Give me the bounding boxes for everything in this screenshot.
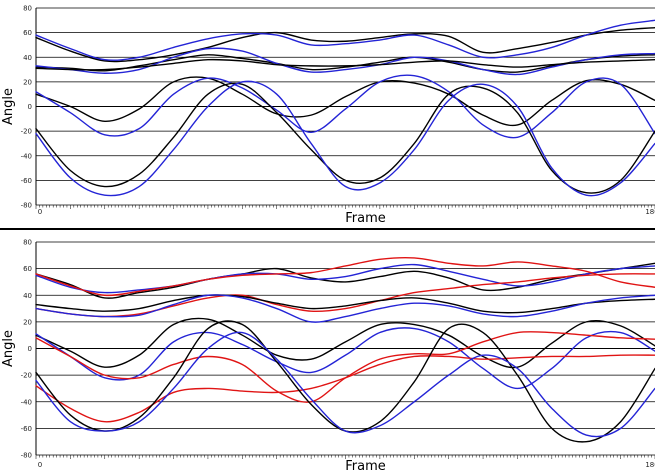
series-line-black-7	[35, 317, 655, 369]
chart-panel-1: 80 60 40 20 0 -20 -40 -60 -80 0 180 Frame Angle	[1, 5, 655, 226]
series-line-black-8	[35, 82, 655, 194]
y-tick-label: 0	[28, 345, 32, 353]
y-tick-label: 20	[23, 318, 32, 326]
x-tick-label-end: 180	[645, 208, 655, 216]
x-tick-label-start: 0	[38, 461, 42, 469]
y-tick-label: 60	[23, 265, 32, 273]
y-axis-title: Angle	[1, 88, 16, 125]
series-line-blue-4	[35, 47, 655, 76]
x-axis-title: Frame	[345, 459, 386, 473]
y-tick-label: -80	[21, 452, 32, 460]
y-tick-label: 0	[28, 103, 32, 111]
chart-panel-2: 80 60 40 20 0 -20 -40 -60 -80 0 180 Frame Angle	[1, 239, 655, 473]
series-line-black-11	[35, 320, 655, 443]
series-line-blue-2	[35, 263, 655, 294]
series-line-black-5	[35, 58, 655, 71]
y-tick-label: -20	[21, 128, 32, 136]
series-line-blue-6	[35, 294, 655, 323]
series-line-blue-8	[35, 327, 655, 390]
y-tick-label: 60	[23, 29, 32, 37]
y-tick-label: 40	[23, 292, 32, 300]
series-line-red-3	[35, 257, 655, 297]
y-tick-label: 80	[23, 239, 32, 247]
series-line-blue-12	[35, 331, 655, 438]
series-line-black-1	[35, 27, 655, 63]
x-tick-label-end: 180	[645, 461, 655, 469]
series-line-red-4	[35, 273, 655, 318]
y-tick-label: -40	[21, 398, 32, 406]
series-line-blue-9	[35, 80, 655, 197]
x-tick-label-start: 0	[38, 208, 42, 216]
x-axis-title: Frame	[345, 211, 386, 226]
y-tick-label: 80	[23, 5, 32, 13]
y-tick-label: -20	[21, 372, 32, 380]
series-line-red-10	[35, 354, 655, 423]
y-tick-label: -80	[21, 202, 32, 210]
series-line-black-3	[35, 54, 655, 73]
series-line-blue-7	[35, 74, 655, 139]
y-tick-label: 40	[23, 54, 32, 62]
y-tick-label: -40	[21, 152, 32, 160]
series-line-blue-2	[35, 19, 655, 61]
y-tick-label: -60	[21, 425, 32, 433]
series-line-black-6	[35, 76, 655, 127]
y-tick-label: 20	[23, 78, 32, 86]
series-line-black-1	[35, 262, 655, 299]
y-tick-label: -60	[21, 177, 32, 185]
y-axis-title: Angle	[1, 330, 16, 367]
series-line-black-5	[35, 294, 655, 314]
